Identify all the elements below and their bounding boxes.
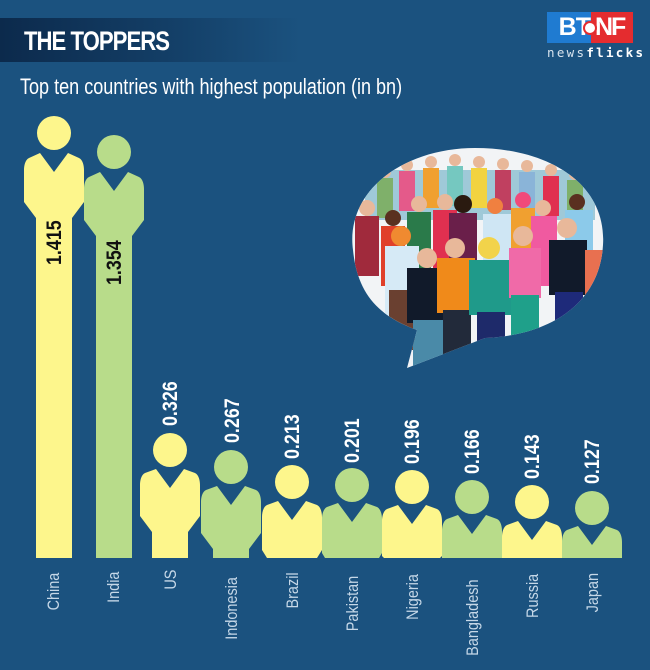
category-label-us: US — [161, 569, 180, 590]
bar-russia — [502, 485, 562, 558]
category-label-japan: Japan — [583, 572, 602, 613]
category-label-indonesia: Indonesia — [222, 577, 241, 640]
chart-subtitle: Top ten countries with highest populatio… — [20, 74, 403, 99]
bar-indonesia — [201, 450, 261, 558]
bar-japan — [562, 491, 622, 558]
value-label-japan: 0.127 — [581, 439, 604, 484]
crowd-speech-bubble-illustration — [352, 148, 604, 368]
category-label-nigeria: Nigeria — [403, 574, 422, 620]
value-label-russia: 0.143 — [521, 434, 544, 479]
globe-icon — [583, 21, 597, 35]
value-label-china: 1.415 — [43, 220, 66, 265]
logo-newsflicks: newsflicks — [547, 45, 646, 60]
category-label-pakistan: Pakistan — [343, 575, 362, 632]
bar-bangladesh — [442, 480, 502, 558]
value-label-us: 0.326 — [159, 381, 182, 426]
page-title: THE TOPPERS — [24, 26, 170, 56]
bar-pakistan — [322, 468, 382, 558]
logo-bt: BT — [547, 12, 591, 43]
category-label-india: India — [104, 571, 123, 603]
value-label-nigeria: 0.196 — [401, 419, 424, 464]
value-label-bangladesh: 0.166 — [461, 429, 484, 474]
title-band — [0, 18, 300, 62]
logo-nf: NF — [583, 12, 633, 43]
btnf-logo: BT NF newsflicks — [547, 12, 646, 60]
category-label-brazil: Brazil — [283, 572, 302, 609]
category-label-russia: Russia — [523, 573, 542, 618]
bar-brazil — [262, 465, 322, 558]
category-label-bangladesh: Bangladesh — [463, 579, 482, 656]
bar-nigeria — [382, 470, 442, 558]
value-label-indonesia: 0.267 — [221, 398, 244, 443]
value-label-brazil: 0.213 — [281, 414, 304, 459]
bar-us — [140, 433, 200, 558]
bar-china — [24, 116, 84, 558]
bar-india — [84, 135, 144, 558]
value-label-pakistan: 0.201 — [341, 418, 364, 463]
category-label-china: China — [44, 572, 63, 611]
value-label-india: 1.354 — [103, 240, 126, 285]
